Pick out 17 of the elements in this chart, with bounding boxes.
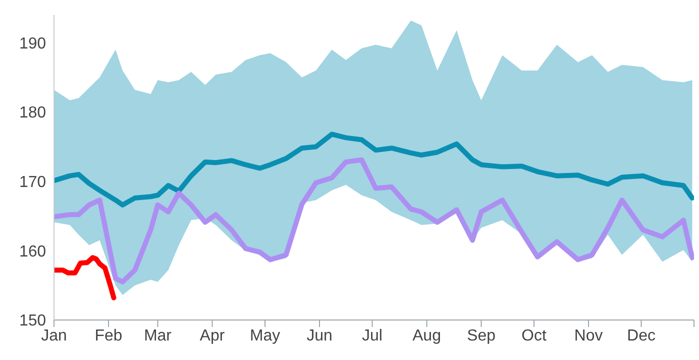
y-tick-label: 170 bbox=[19, 174, 46, 192]
x-tick-label: Jul bbox=[362, 327, 382, 344]
x-tick-label: Jun bbox=[306, 327, 332, 344]
x-tick-label: May bbox=[250, 327, 280, 344]
y-tick-label: 180 bbox=[19, 104, 46, 122]
x-tick-label: Nov bbox=[574, 327, 603, 344]
x-tick-label: Feb bbox=[94, 327, 122, 344]
y-tick-label: 190 bbox=[19, 35, 46, 52]
x-tick-label: Dec bbox=[627, 327, 656, 344]
y-tick-label: 160 bbox=[19, 243, 46, 260]
x-tick-label: Mar bbox=[144, 327, 172, 344]
x-tick-label: Jan bbox=[41, 327, 67, 344]
y-tick-label: 150 bbox=[19, 312, 46, 330]
x-tick-label: Apr bbox=[200, 327, 226, 344]
x-tick-label: Sep bbox=[467, 327, 496, 344]
x-tick-label: Aug bbox=[412, 327, 441, 344]
x-tick-label: Oct bbox=[522, 327, 547, 344]
